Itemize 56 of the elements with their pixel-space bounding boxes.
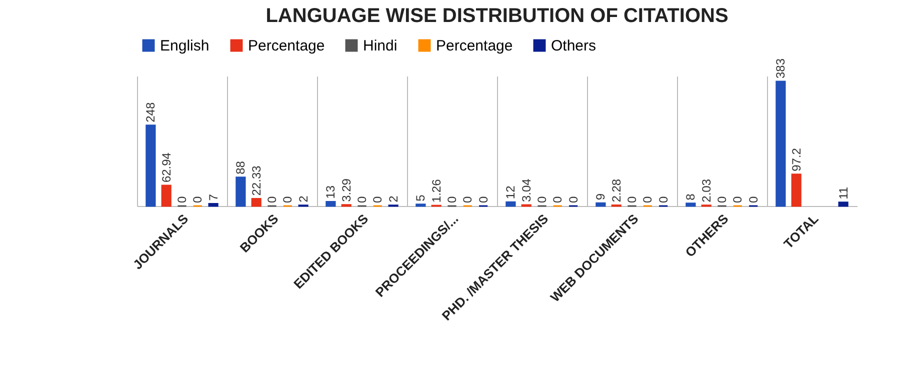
bar	[236, 176, 246, 207]
data-label: 0	[535, 196, 549, 203]
data-label: 0	[280, 196, 295, 203]
data-label: 62.94	[159, 152, 174, 183]
data-label: 3.04	[519, 178, 534, 202]
data-label: 383	[774, 58, 788, 79]
data-label: 8	[684, 193, 698, 200]
data-label: 0	[550, 196, 565, 203]
data-label: 0	[265, 196, 279, 203]
data-label: 0	[746, 196, 760, 203]
data-label: 0	[355, 196, 369, 203]
data-label: 0	[730, 196, 745, 203]
data-label: 0	[656, 196, 670, 203]
bar	[838, 202, 848, 207]
legend-label: Hindi	[363, 38, 398, 55]
bar	[326, 201, 336, 207]
bar	[506, 201, 516, 207]
bar	[251, 198, 262, 207]
data-label: 0	[190, 196, 205, 203]
bar	[161, 184, 172, 207]
data-label: 3.29	[339, 178, 354, 202]
legend-label: Percentage	[436, 38, 513, 55]
bar	[208, 202, 218, 207]
legend-label: English	[160, 38, 210, 55]
data-label: 2	[296, 195, 310, 202]
data-label: 9	[594, 193, 608, 200]
bar	[776, 80, 786, 207]
data-label: 0	[460, 196, 475, 203]
data-label: 22.33	[249, 165, 264, 196]
data-label: 97.2	[789, 148, 804, 172]
data-label: 0	[370, 196, 385, 203]
data-label: 5	[414, 194, 428, 202]
data-label: 12	[504, 185, 518, 200]
data-label: 2.28	[609, 178, 624, 202]
data-label: 2.03	[699, 178, 714, 202]
data-label: 0	[175, 196, 189, 203]
bar	[686, 202, 696, 207]
data-label: 0	[715, 196, 729, 203]
data-label: 0	[625, 196, 639, 203]
chart-title: LANGUAGE WISE DISTRIBUTION OF CITATIONS	[266, 5, 728, 27]
data-label: 2	[386, 195, 400, 202]
bar	[596, 202, 606, 207]
data-label: 11	[836, 186, 850, 200]
data-label: 88	[234, 160, 248, 174]
data-label: 0	[476, 196, 490, 203]
data-label: 248	[144, 102, 158, 122]
data-label: 0	[566, 196, 580, 203]
data-label: 0	[640, 196, 655, 203]
data-label: 1.26	[429, 178, 444, 203]
legend-label: Others	[551, 38, 596, 55]
data-label: 0	[445, 196, 459, 203]
bar	[146, 124, 156, 207]
legend-label: Percentage	[248, 38, 325, 55]
data-label: 13	[324, 185, 338, 199]
bar	[791, 174, 802, 207]
data-label: 7	[206, 194, 220, 201]
